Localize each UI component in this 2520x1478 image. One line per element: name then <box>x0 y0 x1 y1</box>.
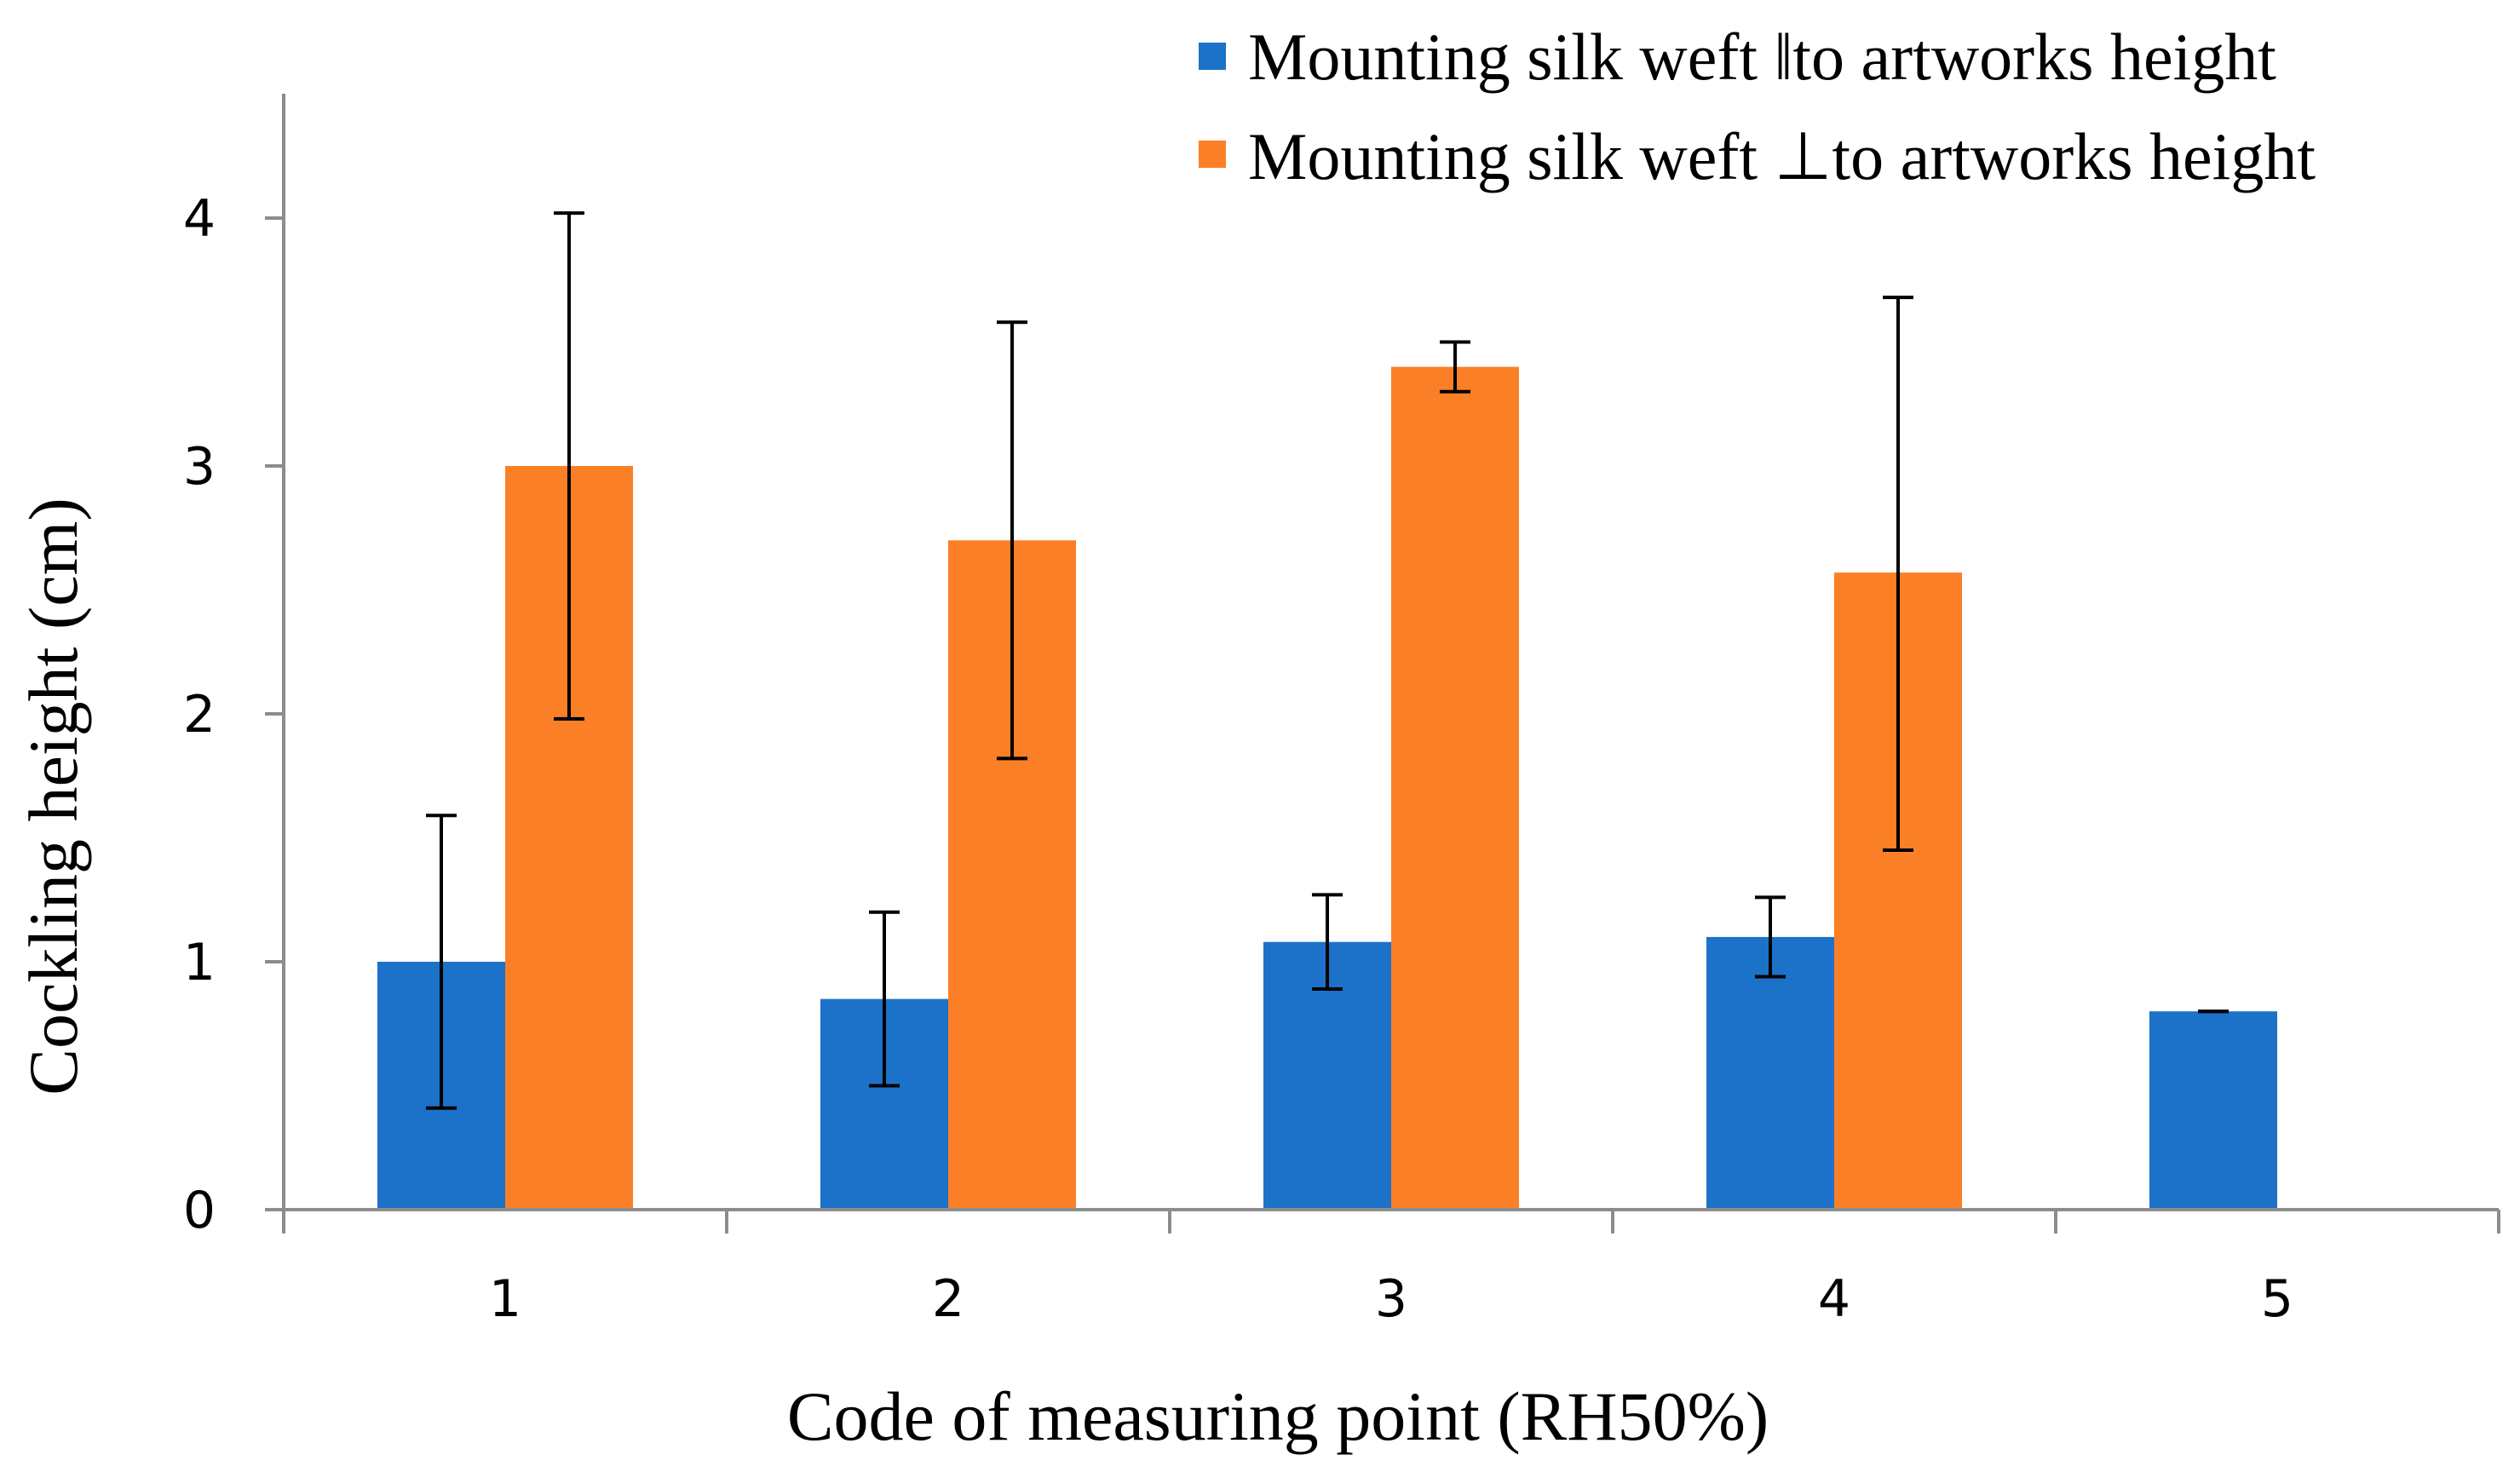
y-tick-label: 3 <box>183 437 216 497</box>
axes-layer: 0 1 2 3 4 1 2 3 4 5 <box>183 94 2500 1329</box>
y-tick-label: 4 <box>183 189 216 249</box>
x-axis-title: Code of measuring point (RH50%) <box>787 1377 1769 1455</box>
error-bar-series-2-point-3 <box>1440 340 1470 394</box>
legend-label-series-2: Mounting silk weft ⊥to artworks height <box>1248 119 2316 193</box>
error-bar-series-1-point-1 <box>426 814 457 1110</box>
legend-swatch-series-1 <box>1199 43 1226 70</box>
bars-layer <box>377 366 2277 1211</box>
y-axis-title: Cockling height (cm) <box>14 497 92 1095</box>
error-bar-series-1-point-3 <box>1312 893 1343 992</box>
bar-series-2-point-3 <box>1391 366 1519 1211</box>
bar-series-1-point-4 <box>1706 936 1834 1210</box>
error-bar-series-2-point-2 <box>997 320 1027 761</box>
legend-label-series-1: Mounting silk weft ‖to artworks height <box>1248 20 2276 94</box>
error-bar-series-1-point-2 <box>869 910 900 1088</box>
x-tick-label: 4 <box>1818 1269 1850 1329</box>
x-tick-label: 1 <box>489 1269 521 1329</box>
bar-series-1-point-5 <box>2149 1011 2277 1210</box>
y-tick-label: 0 <box>183 1181 216 1240</box>
y-tick-label: 1 <box>183 933 216 992</box>
error-bar-series-2-point-4 <box>1883 296 1913 853</box>
x-tick-label: 5 <box>2261 1269 2293 1329</box>
x-tick-label: 2 <box>932 1269 964 1329</box>
y-tick-label: 2 <box>183 685 216 745</box>
legend-swatch-series-2 <box>1199 141 1226 168</box>
error-bar-series-1-point-4 <box>1755 895 1786 979</box>
error-bar-series-2-point-1 <box>554 211 584 721</box>
x-tick-label: 3 <box>1375 1269 1407 1329</box>
legend: Mounting silk weft ‖to artworks height M… <box>1199 20 2316 193</box>
error-bars-layer <box>426 211 2229 1110</box>
